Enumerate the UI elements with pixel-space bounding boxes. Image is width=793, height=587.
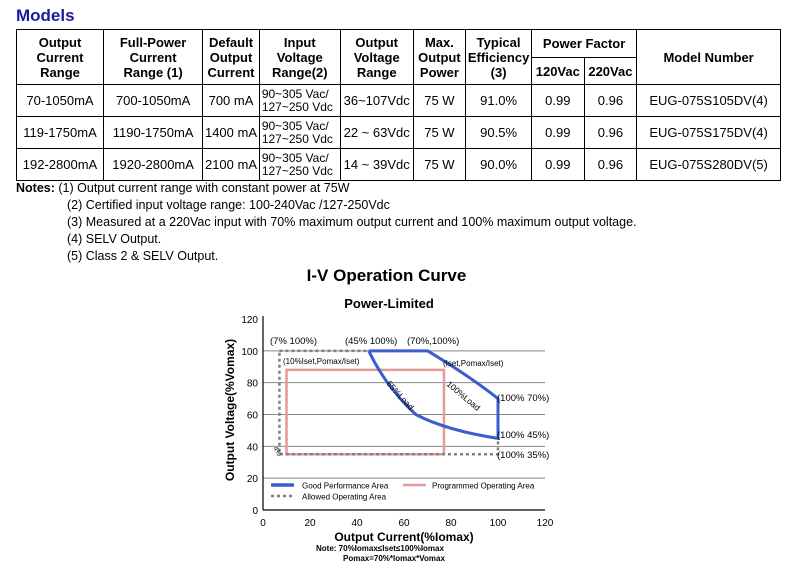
annotation-100-45: (100% 45%) (497, 430, 549, 441)
annotation-100-70: (100% 70%) (497, 393, 549, 404)
cell-input-voltage-range: 90~305 Vac/127~250 Vdc (258, 84, 341, 117)
cell-default-output-current: 1400 mA (202, 116, 260, 149)
cell-output-voltage-range: 14 ~ 39Vdc (339, 148, 414, 181)
cell-pf-120: 0.99 (530, 84, 585, 117)
annotation-65-load: 65%Load (385, 379, 417, 413)
y-tick-label: 120 (241, 315, 258, 326)
header-pf-220vac: 220Vac (583, 57, 638, 85)
note-item: (5) Class 2 & SELV Output. (67, 249, 219, 263)
y-tick-label: 60 (247, 411, 259, 422)
cell-pf-220: 0.96 (583, 116, 638, 149)
cell-input-voltage-range: 90~305 Vac/127~250 Vdc (258, 148, 341, 181)
header-output-voltage-range: Output Voltage Range (339, 29, 414, 85)
header-output-current-range: Output Current Range (15, 29, 105, 85)
legend-allowed-label: Allowed Operating Area (302, 493, 387, 502)
table-row: 70-1050mA 700-1050mA 700 mA 90~305 Vac/1… (15, 84, 781, 117)
cell-max-output-power: 75 W (412, 116, 467, 149)
note-item: (3) Measured at a 220Vac input with 70% … (67, 215, 637, 229)
chart-series (278, 349, 500, 456)
header-power-factor: Power Factor (530, 29, 638, 58)
header-full-power-current-range: Full-Power Current Range (1) (103, 29, 204, 85)
chart-subtitle: Power-Limited (344, 296, 434, 311)
annotation-4-percent: 4% (271, 446, 282, 458)
annotation-100-35: (100% 35%) (497, 450, 549, 461)
notes-label: Notes: (16, 181, 55, 195)
header-default-output-current: Default Output Current (202, 29, 260, 85)
cell-default-output-current: 700 mA (202, 84, 260, 117)
chart-note-line1: Note: 70%Iomax≤Iset≤100%Iomax (316, 544, 444, 553)
cell-pf-220: 0.96 (583, 148, 638, 181)
x-tick-label: 60 (398, 518, 410, 529)
cell-input-voltage-range: 90~305 Vac/127~250 Vdc (258, 116, 341, 149)
cell-full-power-current-range: 1190-1750mA (103, 116, 204, 149)
table-row: 119-1750mA 1190-1750mA 1400 mA 90~305 Va… (15, 116, 781, 149)
annotation-45-100: (45% 100%) (345, 336, 397, 347)
x-tick-label: 120 (537, 518, 554, 529)
models-title: Models (16, 6, 75, 25)
cell-model-number: EUG-075S280DV(5) (636, 148, 781, 181)
y-tick-label: 20 (247, 474, 259, 485)
cell-pf-120: 0.99 (530, 148, 585, 181)
y-tick-labels: 0 20 40 60 80 100 120 (241, 315, 258, 517)
chart-note-line2: Pomax=70%*Iomax*Vomax (343, 554, 445, 563)
cell-typical-efficiency: 90.5% (465, 116, 532, 149)
note-item: (4) SELV Output. (67, 232, 162, 246)
cell-full-power-current-range: 1920-2800mA (103, 148, 204, 181)
header-max-output-power: Max. Output Power (412, 29, 467, 85)
cell-default-output-current: 2100 mA (202, 148, 260, 181)
y-tick-label: 100 (241, 347, 258, 358)
x-axis-label: Output Current(%Iomax) (334, 530, 473, 544)
header-model-number: Model Number (636, 29, 781, 85)
header-pf-120vac: 120Vac (530, 57, 585, 85)
cell-max-output-power: 75 W (412, 148, 467, 181)
x-tick-label: 0 (260, 518, 266, 529)
annotation-7-100: (7% 100%) (270, 336, 317, 347)
header-typical-efficiency: Typical Efficiency (3) (465, 29, 532, 85)
series-good-area (367, 349, 500, 441)
x-tick-labels: 0 20 40 60 80 100 120 (260, 518, 554, 529)
table-row: 192-2800mA 1920-2800mA 2100 mA 90~305 Va… (15, 148, 781, 181)
y-tick-label: 80 (247, 379, 259, 390)
legend-programmed-label: Programmed Operating Area (432, 482, 535, 491)
cell-output-current-range: 119-1750mA (15, 116, 105, 149)
legend-good-label: Good Performance Area (302, 482, 389, 491)
annotation-10-iset: (10%Iset,Pomax/Iset) (283, 357, 360, 366)
y-axis-label: Output Voltage(%Vomax) (223, 339, 237, 481)
y-tick-label: 40 (247, 442, 259, 453)
y-tick-label: 0 (252, 506, 258, 517)
x-tick-label: 80 (445, 518, 457, 529)
x-tick-label: 100 (490, 518, 507, 529)
cell-typical-efficiency: 91.0% (465, 84, 532, 117)
cell-typical-efficiency: 90.0% (465, 148, 532, 181)
cell-model-number: EUG-075S105DV(4) (636, 84, 781, 117)
note-item: Notes: (1) Output current range with con… (16, 181, 350, 195)
cell-output-voltage-range: 36~107Vdc (339, 84, 414, 117)
notes: Notes: (1) Output current range with con… (16, 180, 637, 265)
cell-output-voltage-range: 22 ~ 63Vdc (339, 116, 414, 149)
cell-model-number: EUG-075S175DV(4) (636, 116, 781, 149)
x-tick-label: 20 (304, 518, 316, 529)
annotation-iset-pomax: (Iset,Pomax/Iset) (443, 359, 504, 368)
cell-pf-220: 0.96 (583, 84, 638, 117)
note-item: (2) Certified input voltage range: 100-2… (67, 198, 390, 212)
curve-title: I-V Operation Curve (306, 266, 467, 285)
annotation-70-100: (70%,100%) (407, 336, 459, 347)
x-tick-label: 40 (351, 518, 363, 529)
models-table: Output Current Range Full-Power Current Rang… (15, 29, 781, 181)
